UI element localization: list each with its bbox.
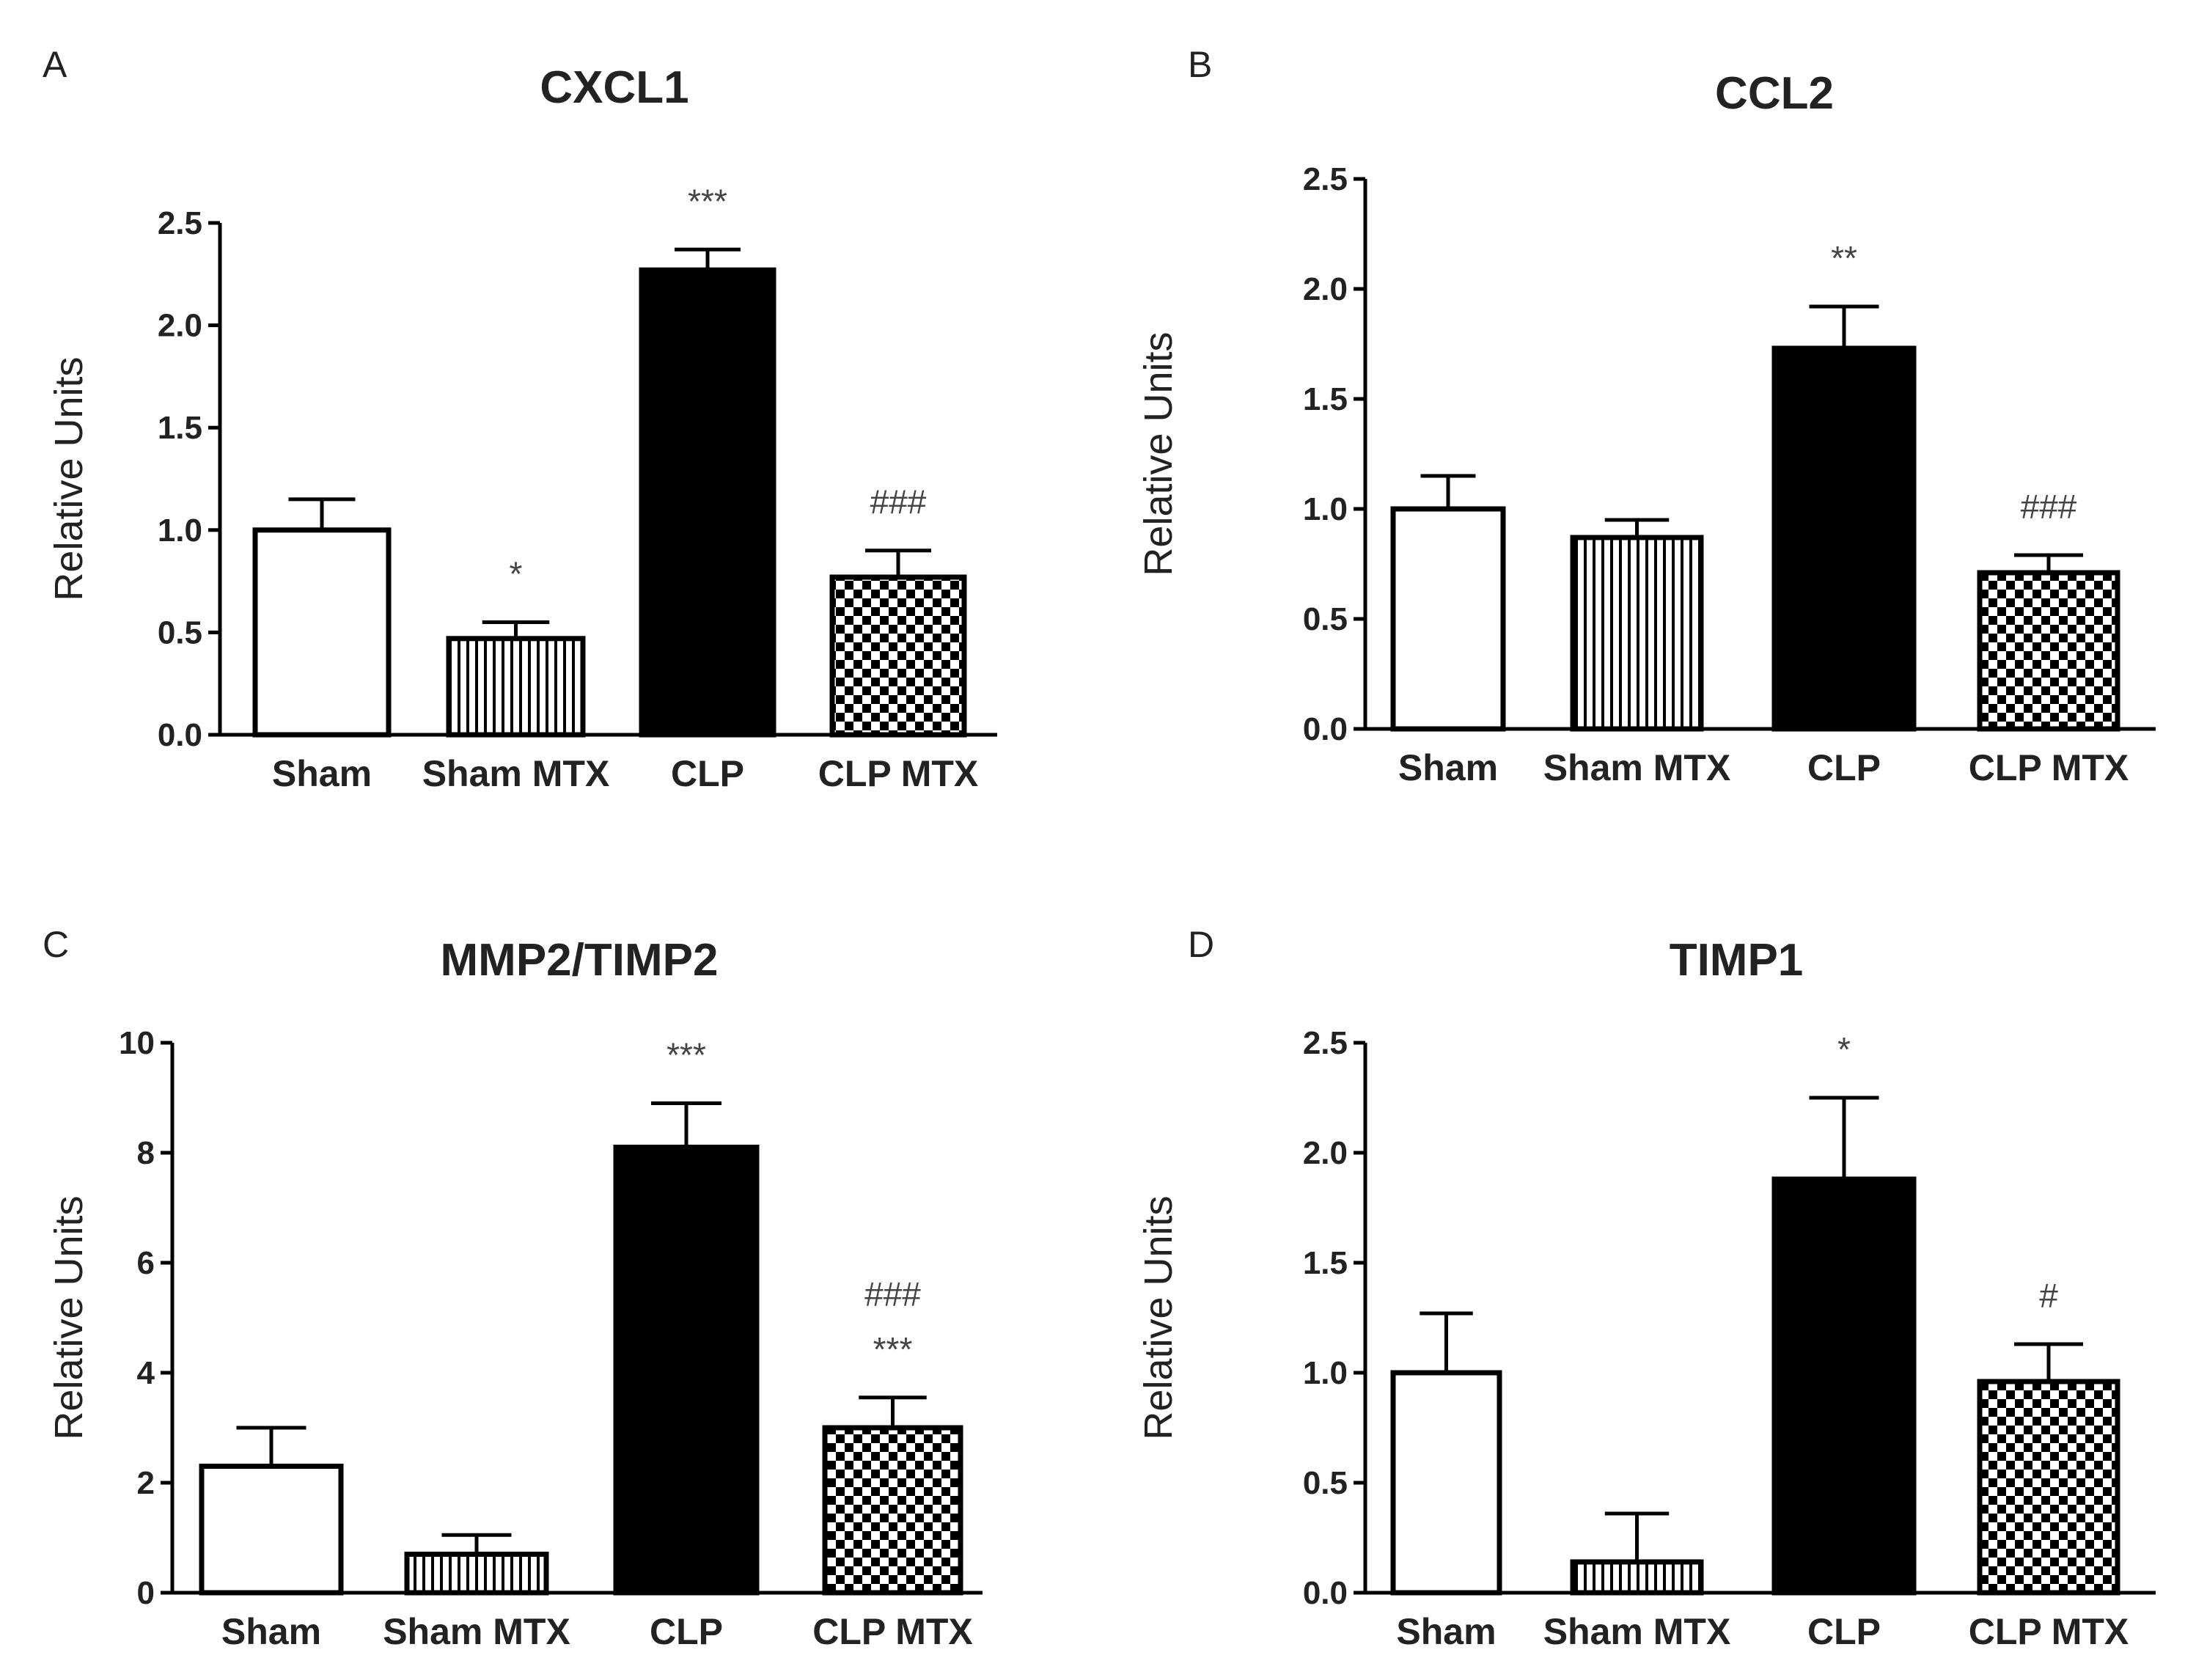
- y-tick-label: 2.5: [1303, 161, 1348, 197]
- panel-letter: D: [1188, 924, 1214, 965]
- x-category-label: CLP: [1807, 747, 1881, 788]
- y-tick-label: 2.5: [158, 205, 202, 241]
- y-tick-label: 1.0: [158, 513, 202, 549]
- y-tick-label: 1.0: [1303, 491, 1348, 527]
- bar-clp: [639, 267, 776, 738]
- significance-marker: *: [1837, 1030, 1851, 1068]
- y-tick-label: 1.0: [1303, 1355, 1348, 1391]
- panel-a: A CXCL1 Relative Units 0.0 0.5 1.0 1.5 2.0 2.5 Sh…: [43, 44, 997, 794]
- chart-title: TIMP1: [1670, 935, 1804, 986]
- bar-clp-mtx: [1977, 570, 2120, 732]
- significance-marker: ***: [873, 1330, 913, 1368]
- x-category-label: CLP MTX: [812, 1611, 973, 1652]
- significance-marker: *: [510, 554, 523, 593]
- bar-sham-mtx: [404, 1552, 549, 1596]
- bar-sham: [199, 1464, 344, 1596]
- x-category-label: Sham MTX: [383, 1611, 570, 1652]
- x-category-label: Sham: [1398, 747, 1498, 788]
- x-category-label: Sham: [221, 1611, 321, 1652]
- bar-sham: [1390, 506, 1506, 732]
- y-tick-label: 8: [137, 1135, 155, 1171]
- x-category-label: CLP: [650, 1611, 723, 1652]
- bar-clp: [613, 1145, 760, 1596]
- y-tick-label: 2.0: [1303, 1135, 1348, 1171]
- bar-sham: [1390, 1370, 1502, 1596]
- x-category-label: Sham MTX: [422, 753, 610, 794]
- y-tick-label: 0.5: [158, 615, 202, 650]
- bar-clp-mtx: [822, 1425, 963, 1596]
- significance-marker: ***: [688, 182, 727, 220]
- y-tick-label: 1.5: [1303, 381, 1348, 417]
- bar-sham-mtx: [1570, 535, 1704, 732]
- panel-d: D TIMP1 Relative Units 0.0 0.5 1.0 1.5 2.0 2.5 Sh…: [1136, 924, 2156, 1652]
- panel-c: C MMP2/TIMP2 Relative Units 0 2 4 6 8 10 Sham Sham…: [43, 924, 983, 1652]
- y-tick-label: 10: [119, 1025, 155, 1061]
- y-axis-label: Relative Units: [47, 1195, 91, 1439]
- panel-letter: C: [43, 924, 69, 965]
- y-tick-label: 2: [137, 1465, 155, 1501]
- significance-marker: **: [1831, 239, 1857, 277]
- chart-title: CXCL1: [540, 62, 688, 113]
- x-category-label: Sham: [272, 753, 372, 794]
- y-tick-label: 0.0: [158, 717, 202, 753]
- y-axis-label: Relative Units: [1136, 1195, 1180, 1439]
- bar-sham: [252, 527, 392, 738]
- y-tick-label: 0: [137, 1575, 155, 1611]
- y-tick-label: 2.0: [158, 308, 202, 344]
- significance-marker: ***: [666, 1036, 706, 1074]
- significance-marker: #: [2039, 1277, 2058, 1315]
- bar-clp: [1771, 1176, 1917, 1596]
- x-category-label: Sham: [1396, 1611, 1496, 1652]
- x-category-label: Sham MTX: [1543, 1611, 1731, 1652]
- y-tick-label: 2.0: [1303, 271, 1348, 307]
- y-tick-label: 0.5: [1303, 1465, 1348, 1501]
- significance-marker: ###: [2021, 488, 2077, 526]
- x-category-label: Sham MTX: [1543, 747, 1731, 788]
- x-category-label: CLP MTX: [1969, 747, 2129, 788]
- panel-letter: A: [43, 44, 67, 85]
- bar-sham-mtx: [1570, 1559, 1704, 1596]
- bar-sham-mtx: [446, 636, 586, 738]
- y-tick-label: 4: [137, 1355, 155, 1391]
- bar-clp: [1771, 345, 1917, 732]
- y-tick-label: 6: [137, 1245, 155, 1281]
- y-tick-label: 1.5: [1303, 1245, 1348, 1281]
- y-tick-label: 0.0: [1303, 1575, 1348, 1611]
- x-category-label: CLP MTX: [1969, 1611, 2129, 1652]
- y-axis-label: Relative Units: [47, 356, 91, 601]
- x-category-label: CLP: [671, 753, 744, 794]
- x-category-label: CLP: [1807, 1611, 1881, 1652]
- significance-marker: ###: [870, 483, 927, 521]
- bar-clp-mtx: [829, 574, 967, 738]
- significance-marker: ###: [864, 1275, 921, 1313]
- y-axis-label: Relative Units: [1136, 331, 1180, 576]
- panel-letter: B: [1188, 44, 1212, 85]
- y-tick-label: 1.5: [158, 410, 202, 446]
- y-tick-label: 2.5: [1303, 1025, 1348, 1061]
- x-category-label: CLP MTX: [818, 753, 979, 794]
- chart-title: CCL2: [1715, 68, 1834, 119]
- chart-title: MMP2/TIMP2: [441, 935, 719, 986]
- bar-clp-mtx: [1977, 1379, 2120, 1596]
- panel-b: B CCL2 Relative Units 0.0 0.5 1.0 1.5 2.0 2.5 Sha…: [1136, 44, 2156, 788]
- y-tick-label: 0.5: [1303, 601, 1348, 637]
- y-tick-label: 0.0: [1303, 711, 1348, 747]
